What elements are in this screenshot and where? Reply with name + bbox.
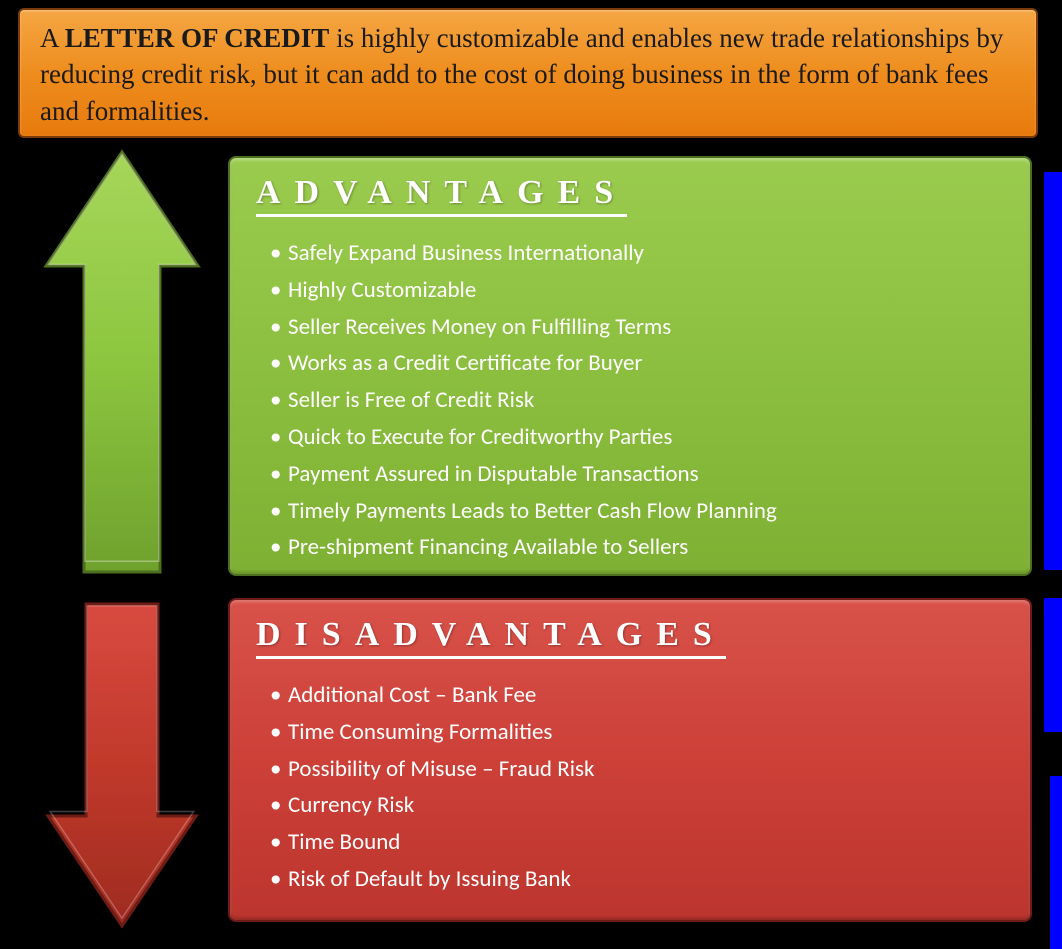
banner-bold-term: LETTER OF CREDIT (65, 23, 330, 53)
down-arrow-icon (44, 598, 200, 932)
list-item: Pre-shipment Financing Available to Sell… (270, 529, 1004, 566)
disadvantages-list: Additional Cost – Bank Fee Time Consumin… (256, 677, 1004, 898)
list-item: Time Consuming Formalities (270, 714, 1004, 751)
intro-banner: A LETTER OF CREDIT is highly customizabl… (18, 8, 1038, 138)
list-item: Seller Receives Money on Fulfilling Term… (270, 309, 1004, 346)
banner-prefix: A (40, 23, 65, 53)
blue-accent-mid (1044, 598, 1062, 732)
advantages-panel: ADVANTAGES Safely Expand Business Intern… (228, 156, 1032, 576)
list-item: Seller is Free of Credit Risk (270, 382, 1004, 419)
advantages-title: ADVANTAGES (256, 174, 627, 217)
list-item: Risk of Default by Issuing Bank (270, 861, 1004, 898)
list-item: Highly Customizable (270, 272, 1004, 309)
up-arrow-icon (42, 148, 202, 578)
list-item: Quick to Execute for Creditworthy Partie… (270, 419, 1004, 456)
advantages-list: Safely Expand Business Internationally H… (256, 235, 1004, 566)
blue-accent-top (1044, 172, 1062, 570)
list-item: Safely Expand Business Internationally (270, 235, 1004, 272)
blue-accent-bottom (1050, 776, 1062, 949)
list-item: Additional Cost – Bank Fee (270, 677, 1004, 714)
list-item: Payment Assured in Disputable Transactio… (270, 456, 1004, 493)
list-item: Possibility of Misuse – Fraud Risk (270, 751, 1004, 788)
disadvantages-title: DISADVANTAGES (256, 616, 726, 659)
disadvantages-panel: DISADVANTAGES Additional Cost – Bank Fee… (228, 598, 1032, 922)
list-item: Currency Risk (270, 787, 1004, 824)
list-item: Works as a Credit Certificate for Buyer (270, 345, 1004, 382)
list-item: Time Bound (270, 824, 1004, 861)
list-item: Timely Payments Leads to Better Cash Flo… (270, 493, 1004, 530)
